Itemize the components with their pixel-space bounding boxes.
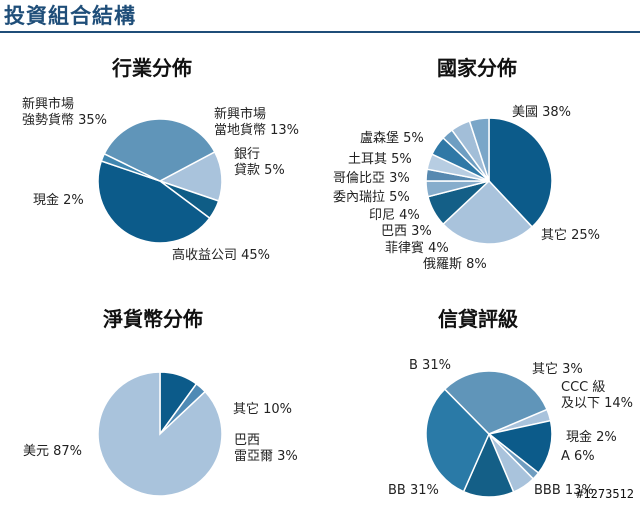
slice-label: A 6% <box>561 449 595 464</box>
pie-slice <box>488 117 553 228</box>
slice-label: 哥倫比亞 3% <box>333 171 410 186</box>
slice-label: 新興市場 當地貨幣 13% <box>214 107 300 138</box>
slice-label: 其它 25% <box>541 228 601 243</box>
slice-label: 美國 38% <box>512 105 572 120</box>
slice-label: BB 31% <box>388 483 439 498</box>
slice-label: 現金 2% <box>566 430 617 445</box>
pie-slice <box>103 118 216 182</box>
slice-label: 委內瑞拉 5% <box>333 190 410 205</box>
pie-slice <box>97 160 211 244</box>
watermark: #1273512 <box>576 487 634 501</box>
pie-slice <box>425 388 490 493</box>
slice-label: B 31% <box>409 358 451 373</box>
header: 投資組合結構 <box>0 0 640 36</box>
slice-label: 土耳其 5% <box>348 152 412 167</box>
slice-label: 銀行 貸款 5% <box>234 147 285 178</box>
slice-label: 現金 2% <box>33 193 84 208</box>
page-title: 投資組合結構 <box>4 4 136 28</box>
slice-label: 美元 87% <box>23 444 83 459</box>
chart-title: 行業分佈 <box>112 56 192 80</box>
header-divider <box>0 31 640 33</box>
slice-label: CCC 級及以下 14% <box>561 380 634 411</box>
slice-label: 高收益公司 45% <box>172 248 271 263</box>
slice-label: BBB 13% <box>534 483 594 498</box>
slice-label: 新興市場 強勢貨幣 35% <box>22 97 108 128</box>
pie-slice <box>443 370 548 435</box>
slice-label: 其它 3% <box>532 362 583 377</box>
slice-label: 巴西 3% <box>381 224 432 239</box>
slice-label: 巴西 雷亞爾 3% <box>234 433 298 464</box>
slice-label: 其它 10% <box>233 402 293 417</box>
slice-label: 印尼 4% <box>369 208 420 223</box>
pie-slice <box>442 179 534 245</box>
slice-label: 盧森堡 5% <box>360 131 424 146</box>
pie-slice <box>97 371 223 497</box>
chart-title: 信貸評級 <box>438 307 518 331</box>
slice-label: 菲律賓 4% <box>385 241 449 256</box>
chart-title: 國家分佈 <box>437 56 517 80</box>
pie-slice <box>487 419 553 475</box>
pie-slice <box>468 117 490 182</box>
slice-label: 俄羅斯 8% <box>423 257 487 272</box>
chart-title: 淨貨幣分佈 <box>103 307 203 331</box>
